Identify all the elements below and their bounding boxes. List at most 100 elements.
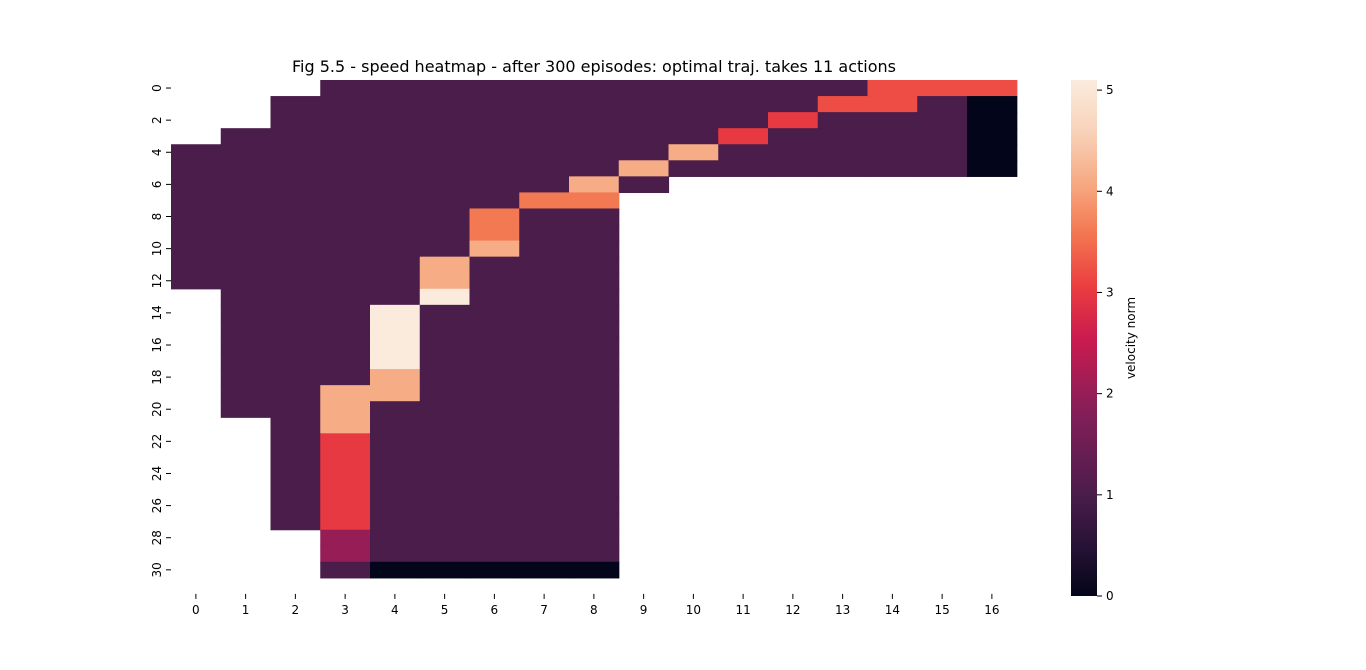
heatmap-cell-r18-c3 <box>320 369 371 386</box>
heatmap-cell-r21-c7 <box>519 417 570 434</box>
heatmap-cell-r25-c5 <box>419 481 471 499</box>
heatmap-cell-r4-c2 <box>270 144 321 161</box>
heatmap-cell-r25-c7 <box>519 481 570 499</box>
y-tick-label: 2 <box>150 116 164 124</box>
colorbar-tick-label: 1 <box>1106 488 1114 502</box>
heatmap-cell-r13-c4 <box>370 288 421 306</box>
heatmap-cell-r13-c5 <box>419 288 471 306</box>
heatmap-cell-r10-c6 <box>469 240 520 258</box>
heatmap-cell-r2-c10 <box>668 112 719 129</box>
heatmap-cell-r13-c2 <box>270 288 321 306</box>
heatmap-cell-r9-c7 <box>519 224 570 242</box>
heatmap-cell-r14-c4 <box>370 304 421 322</box>
heatmap-cell-r22-c6 <box>469 433 520 450</box>
heatmap-cell-r5-c8 <box>569 160 620 177</box>
heatmap-cell-r27-c7 <box>519 513 570 531</box>
heatmap-cell-r2-c4 <box>370 112 421 129</box>
heatmap-cell-r25-c6 <box>469 481 520 499</box>
heatmap-cell-r2-c13 <box>817 112 869 129</box>
heatmap-cell-r18-c5 <box>419 369 471 386</box>
heatmap-cell-r14-c1 <box>220 304 272 322</box>
chart-title: Fig 5.5 - speed heatmap - after 300 epis… <box>292 57 896 76</box>
heatmap-cell-r21-c8 <box>569 417 620 434</box>
heatmap-cell-r10-c8 <box>569 240 620 258</box>
heatmap-cell-r9-c0 <box>171 224 222 242</box>
y-tick-label: 20 <box>150 402 164 417</box>
heatmap-cell-r17-c8 <box>569 353 620 370</box>
heatmap-cell-r1-c4 <box>370 96 421 113</box>
heatmap-cell-r15-c8 <box>569 320 620 338</box>
heatmap-cell-r23-c4 <box>370 449 421 467</box>
heatmap-cell-r5-c0 <box>171 160 222 177</box>
x-axis: 0 1 2 3 4 5 6 7 8 9 10 11 12 13 14 15 16 <box>192 593 1000 617</box>
heatmap-cell-r0-c12 <box>768 80 819 97</box>
heatmap-cell-r1-c11 <box>718 96 769 113</box>
heatmap-cell-r10-c1 <box>220 240 272 258</box>
heatmap-cell-r15-c3 <box>320 320 371 338</box>
x-tick-label: 7 <box>540 603 548 617</box>
heatmap-cell-r11-c6 <box>469 256 520 274</box>
heatmap-cell-r17-c4 <box>370 353 421 370</box>
y-tick-label: 18 <box>150 369 164 384</box>
x-tick-label: 15 <box>934 603 949 617</box>
heatmap-cell-r9-c4 <box>370 224 421 242</box>
heatmap-cell-r21-c5 <box>419 417 471 434</box>
heatmap-cell-r14-c7 <box>519 304 570 322</box>
heatmap-cell-r24-c6 <box>469 465 520 483</box>
heatmap-cell-r1-c15 <box>917 96 968 113</box>
x-tick-label: 8 <box>590 603 598 617</box>
colorbar-tick-label: 0 <box>1106 589 1114 603</box>
heatmap-cell-r2-c12 <box>768 112 819 129</box>
heatmap-cell-r2-c16 <box>967 112 1018 129</box>
x-tick-label: 6 <box>491 603 499 617</box>
heatmap-cell-r20-c3 <box>320 401 371 418</box>
heatmap-cell-r7-c7 <box>519 192 570 210</box>
heatmap-cell-r11-c2 <box>270 256 321 274</box>
x-tick-label: 0 <box>192 603 200 617</box>
heatmap-cell-r5-c5 <box>419 160 471 177</box>
heatmap-cell-r12-c1 <box>220 272 272 290</box>
heatmap-cell-r7-c1 <box>220 192 272 210</box>
heatmap-cell-r7-c5 <box>419 192 471 210</box>
heatmap-cell-r8-c7 <box>519 208 570 226</box>
heatmap-cell-r10-c0 <box>171 240 222 258</box>
heatmap-cell-r4-c9 <box>618 144 670 161</box>
heatmap-cell-r30-c3 <box>320 561 371 579</box>
y-tick-label: 10 <box>150 241 164 256</box>
heatmap-cell-r4-c3 <box>320 144 371 161</box>
heatmap-cell-r17-c7 <box>519 353 570 370</box>
heatmap-cell-r6-c9 <box>618 176 670 194</box>
heatmap-cell-r17-c5 <box>419 353 471 370</box>
heatmap-cell-r26-c3 <box>320 497 371 515</box>
heatmap-cell-r4-c16 <box>967 144 1018 161</box>
heatmap-cell-r24-c2 <box>270 465 321 483</box>
heatmap-cell-r18-c7 <box>519 369 570 386</box>
heatmap-cell-r26-c4 <box>370 497 421 515</box>
heatmap-cell-r24-c8 <box>569 465 620 483</box>
heatmap-cell-r22-c2 <box>270 433 321 450</box>
heatmap-cell-r1-c3 <box>320 96 371 113</box>
heatmap-cell-r30-c6 <box>469 561 520 579</box>
heatmap-cell-r17-c2 <box>270 353 321 370</box>
heatmap-cell-r18-c6 <box>469 369 520 386</box>
heatmap-cell-r3-c4 <box>370 128 421 145</box>
heatmap-cell-r15-c1 <box>220 320 272 338</box>
heatmap-cell-r16-c7 <box>519 336 570 354</box>
heatmap-cell-r1-c5 <box>419 96 471 113</box>
heatmap-cell-r11-c3 <box>320 256 371 274</box>
heatmap-cell-r2-c3 <box>320 112 371 129</box>
heatmap-cell-r3-c11 <box>718 128 769 145</box>
heatmap-cell-r20-c7 <box>519 401 570 418</box>
heatmap-cell-r0-c15 <box>917 80 968 97</box>
x-tick-label: 9 <box>640 603 648 617</box>
heatmap-cell-r2-c6 <box>469 112 520 129</box>
heatmap-cell-r28-c7 <box>519 529 570 547</box>
heatmap-cell-r23-c2 <box>270 449 321 467</box>
heatmap-cell-r23-c8 <box>569 449 620 467</box>
heatmap-cell-r22-c7 <box>519 433 570 450</box>
heatmap-cell-r21-c4 <box>370 417 421 434</box>
heatmap-cell-r19-c3 <box>320 385 371 402</box>
heatmap-cell-r4-c0 <box>171 144 222 161</box>
